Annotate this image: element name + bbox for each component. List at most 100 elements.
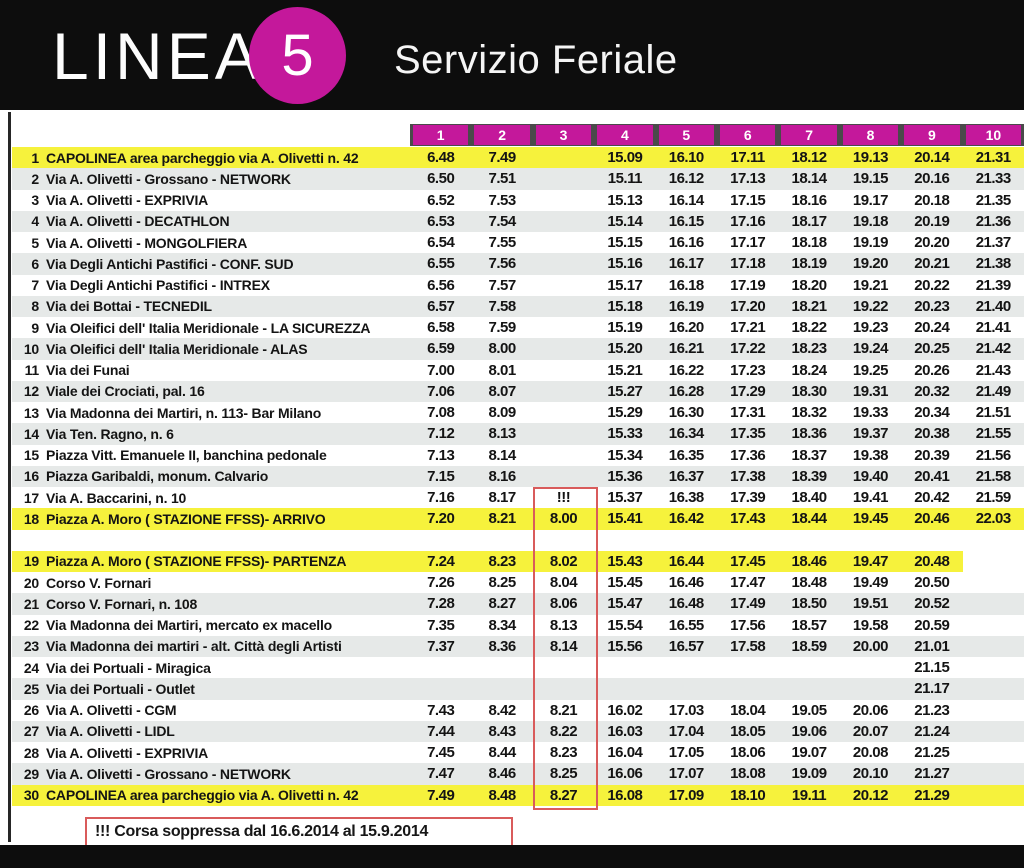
stop-name: Via Oleifici dell' Italia Meridionale - … bbox=[46, 319, 371, 336]
time-cell: 6.50 bbox=[427, 170, 455, 188]
time-cell: 16.16 bbox=[668, 234, 705, 252]
time-cell: 7.53 bbox=[488, 191, 516, 209]
time-cell: 16.21 bbox=[668, 340, 705, 358]
time-cell: 8.06 bbox=[549, 595, 578, 613]
time-cell: 20.10 bbox=[852, 765, 889, 783]
stop-number: 22 bbox=[23, 617, 39, 634]
time-cell: 17.03 bbox=[668, 701, 705, 719]
column-header-row: 1 2 3 4 5 6 7 8 9 10 bbox=[12, 122, 1024, 147]
time-cell: 19.17 bbox=[852, 191, 889, 209]
time-cell: 15.19 bbox=[607, 319, 643, 337]
stop-row: 2 Via A. Olivetti - Grossano - NETWORK 6.5… bbox=[12, 168, 1024, 190]
stop-name-cell: 13 Via Madonna dei Martiri, n. 113- Bar M… bbox=[12, 405, 410, 421]
stop-name: Via A. Olivetti - DECATHLON bbox=[46, 213, 230, 230]
time-cell: 16.15 bbox=[668, 212, 705, 230]
stop-name: Via A. Olivetti - Grossano - NETWORK bbox=[46, 170, 291, 187]
stop-name: Via A. Olivetti - EXPRIVIA bbox=[46, 192, 209, 209]
time-cell: 17.22 bbox=[730, 340, 766, 358]
stop-name-cell: 9 Via Oleifici dell' Italia Meridionale -… bbox=[12, 320, 410, 336]
time-cell: 21.29 bbox=[914, 786, 950, 804]
stop-number: 6 bbox=[31, 255, 39, 272]
stop-name: Via Ten. Ragno, n. 6 bbox=[46, 425, 174, 442]
time-cell: 18.22 bbox=[791, 319, 828, 337]
time-cell: 16.30 bbox=[668, 404, 705, 422]
stop-name-cell: 18 Piazza A. Moro ( STAZIONE FFSS)- ARRIV… bbox=[12, 511, 410, 527]
stop-number: 10 bbox=[23, 340, 39, 357]
title-bar: LINEA 5 Servizio Feriale bbox=[0, 0, 1024, 110]
time-cell: 8.14 bbox=[549, 637, 578, 655]
time-cell: 16.57 bbox=[668, 637, 705, 655]
time-cell: 15.29 bbox=[607, 404, 643, 422]
time-cell: 7.28 bbox=[427, 595, 455, 613]
stop-name-cell: 17 Via A. Baccarini, n. 10 bbox=[12, 490, 410, 506]
stop-name-cell: 27 Via A. Olivetti - LIDL bbox=[12, 723, 410, 739]
time-cell: 6.52 bbox=[427, 191, 455, 209]
time-cell: 20.19 bbox=[914, 212, 950, 230]
time-cell: 16.19 bbox=[668, 297, 705, 315]
time-cell: 20.52 bbox=[914, 595, 950, 613]
stop-name: Via Madonna dei martiri - alt. Città deg… bbox=[46, 638, 342, 655]
time-cell: 18.57 bbox=[791, 616, 828, 634]
time-cell: 17.23 bbox=[730, 361, 766, 379]
time-cell: 16.46 bbox=[668, 574, 705, 592]
stop-number: 13 bbox=[23, 404, 39, 421]
time-cell: 20.39 bbox=[914, 446, 950, 464]
stop-row: 23 Via Madonna dei martiri - alt. Città d… bbox=[12, 635, 1024, 657]
stop-name: CAPOLINEA area parcheggio via A. Olivett… bbox=[46, 787, 359, 804]
time-cell: 15.54 bbox=[607, 616, 643, 634]
stop-name-cell: 6 Via Degli Antichi Pastifici - CONF. SUD bbox=[12, 256, 410, 272]
stop-row: 17 Via A. Baccarini, n. 10 7.16 8.17!!! 15.3… bbox=[12, 487, 1024, 509]
stop-name-cell: 2 Via A. Olivetti - Grossano - NETWORK bbox=[12, 171, 410, 187]
time-cell: 8.00 bbox=[488, 340, 516, 358]
time-cell: !!! bbox=[556, 489, 571, 507]
stop-number: 27 bbox=[23, 723, 39, 740]
time-cell: 16.42 bbox=[668, 510, 705, 528]
stop-name: Piazza Garibaldi, monum. Calvario bbox=[46, 468, 269, 485]
time-cell: 15.20 bbox=[607, 340, 643, 358]
time-cell: 17.05 bbox=[668, 744, 705, 762]
time-cell: 19.06 bbox=[791, 722, 828, 740]
stop-name: Via Degli Antichi Pastifici - INTREX bbox=[46, 277, 270, 294]
time-cell: 18.05 bbox=[730, 722, 766, 740]
time-cell: 8.23 bbox=[488, 552, 516, 570]
time-cell: 6.55 bbox=[427, 255, 455, 273]
time-cell: 19.22 bbox=[852, 297, 889, 315]
stop-name-cell: 11 Via dei Funai bbox=[12, 362, 410, 378]
time-cell: 16.44 bbox=[668, 552, 705, 570]
time-cell: 7.08 bbox=[427, 404, 455, 422]
stop-row: 7 Via Degli Antichi Pastifici - INTREX 6.5… bbox=[12, 274, 1024, 296]
stop-number: 26 bbox=[23, 702, 39, 719]
time-cell: 20.34 bbox=[914, 404, 950, 422]
stop-name-cell: 5 Via A. Olivetti - MONGOLFIERA bbox=[12, 235, 410, 251]
time-cell: 21.40 bbox=[975, 297, 1012, 315]
time-cell: 15.21 bbox=[607, 361, 643, 379]
time-cell: 7.57 bbox=[488, 276, 516, 294]
time-cell: 19.07 bbox=[791, 744, 828, 762]
time-cell: 19.11 bbox=[791, 786, 827, 804]
time-cell: 17.07 bbox=[668, 765, 705, 783]
stop-rows: 1 CAPOLINEA area parcheggio via A. Olivet… bbox=[12, 147, 1024, 806]
line-number-badge: 5 bbox=[249, 7, 346, 104]
stop-row: 8 Via dei Bottai - TECNEDIL 6.57 7.58 15.18 1… bbox=[12, 295, 1024, 317]
time-cell: 20.00 bbox=[852, 637, 889, 655]
time-cell: 21.25 bbox=[914, 744, 950, 762]
stop-row: 11 Via dei Funai 7.00 8.01 15.21 16.22 17.23 18… bbox=[12, 359, 1024, 381]
stop-number: 16 bbox=[23, 468, 39, 485]
stop-row: 12 Viale dei Crociati, pal. 16 7.06 8.07 15.… bbox=[12, 380, 1024, 402]
time-cell: 6.59 bbox=[427, 340, 455, 358]
stop-row: 14 Via Ten. Ragno, n. 6 7.12 8.13 15.33 16.34… bbox=[12, 423, 1024, 445]
time-cell: 17.17 bbox=[730, 234, 766, 252]
time-cell: 20.46 bbox=[914, 510, 950, 528]
time-cell: 20.21 bbox=[914, 255, 950, 273]
bottom-bar bbox=[0, 845, 1024, 868]
stop-name: Piazza A. Moro ( STAZIONE FFSS)- ARRIVO bbox=[46, 510, 326, 527]
stop-name-cell: 25 Via dei Portuali - Outlet bbox=[12, 681, 410, 697]
time-cell: 8.21 bbox=[488, 510, 516, 528]
stop-number: 8 bbox=[31, 298, 39, 315]
time-cell: 19.21 bbox=[852, 276, 889, 294]
time-cell: 18.12 bbox=[791, 149, 828, 167]
stop-row: 21 Corso V. Fornari, n. 108 7.28 8.27 8.06 15… bbox=[12, 593, 1024, 615]
stop-row: 22 Via Madonna dei Martiri, mercato ex ma… bbox=[12, 614, 1024, 636]
stop-name-cell: 8 Via dei Bottai - TECNEDIL bbox=[12, 298, 410, 314]
time-cell: 8.34 bbox=[488, 616, 516, 634]
